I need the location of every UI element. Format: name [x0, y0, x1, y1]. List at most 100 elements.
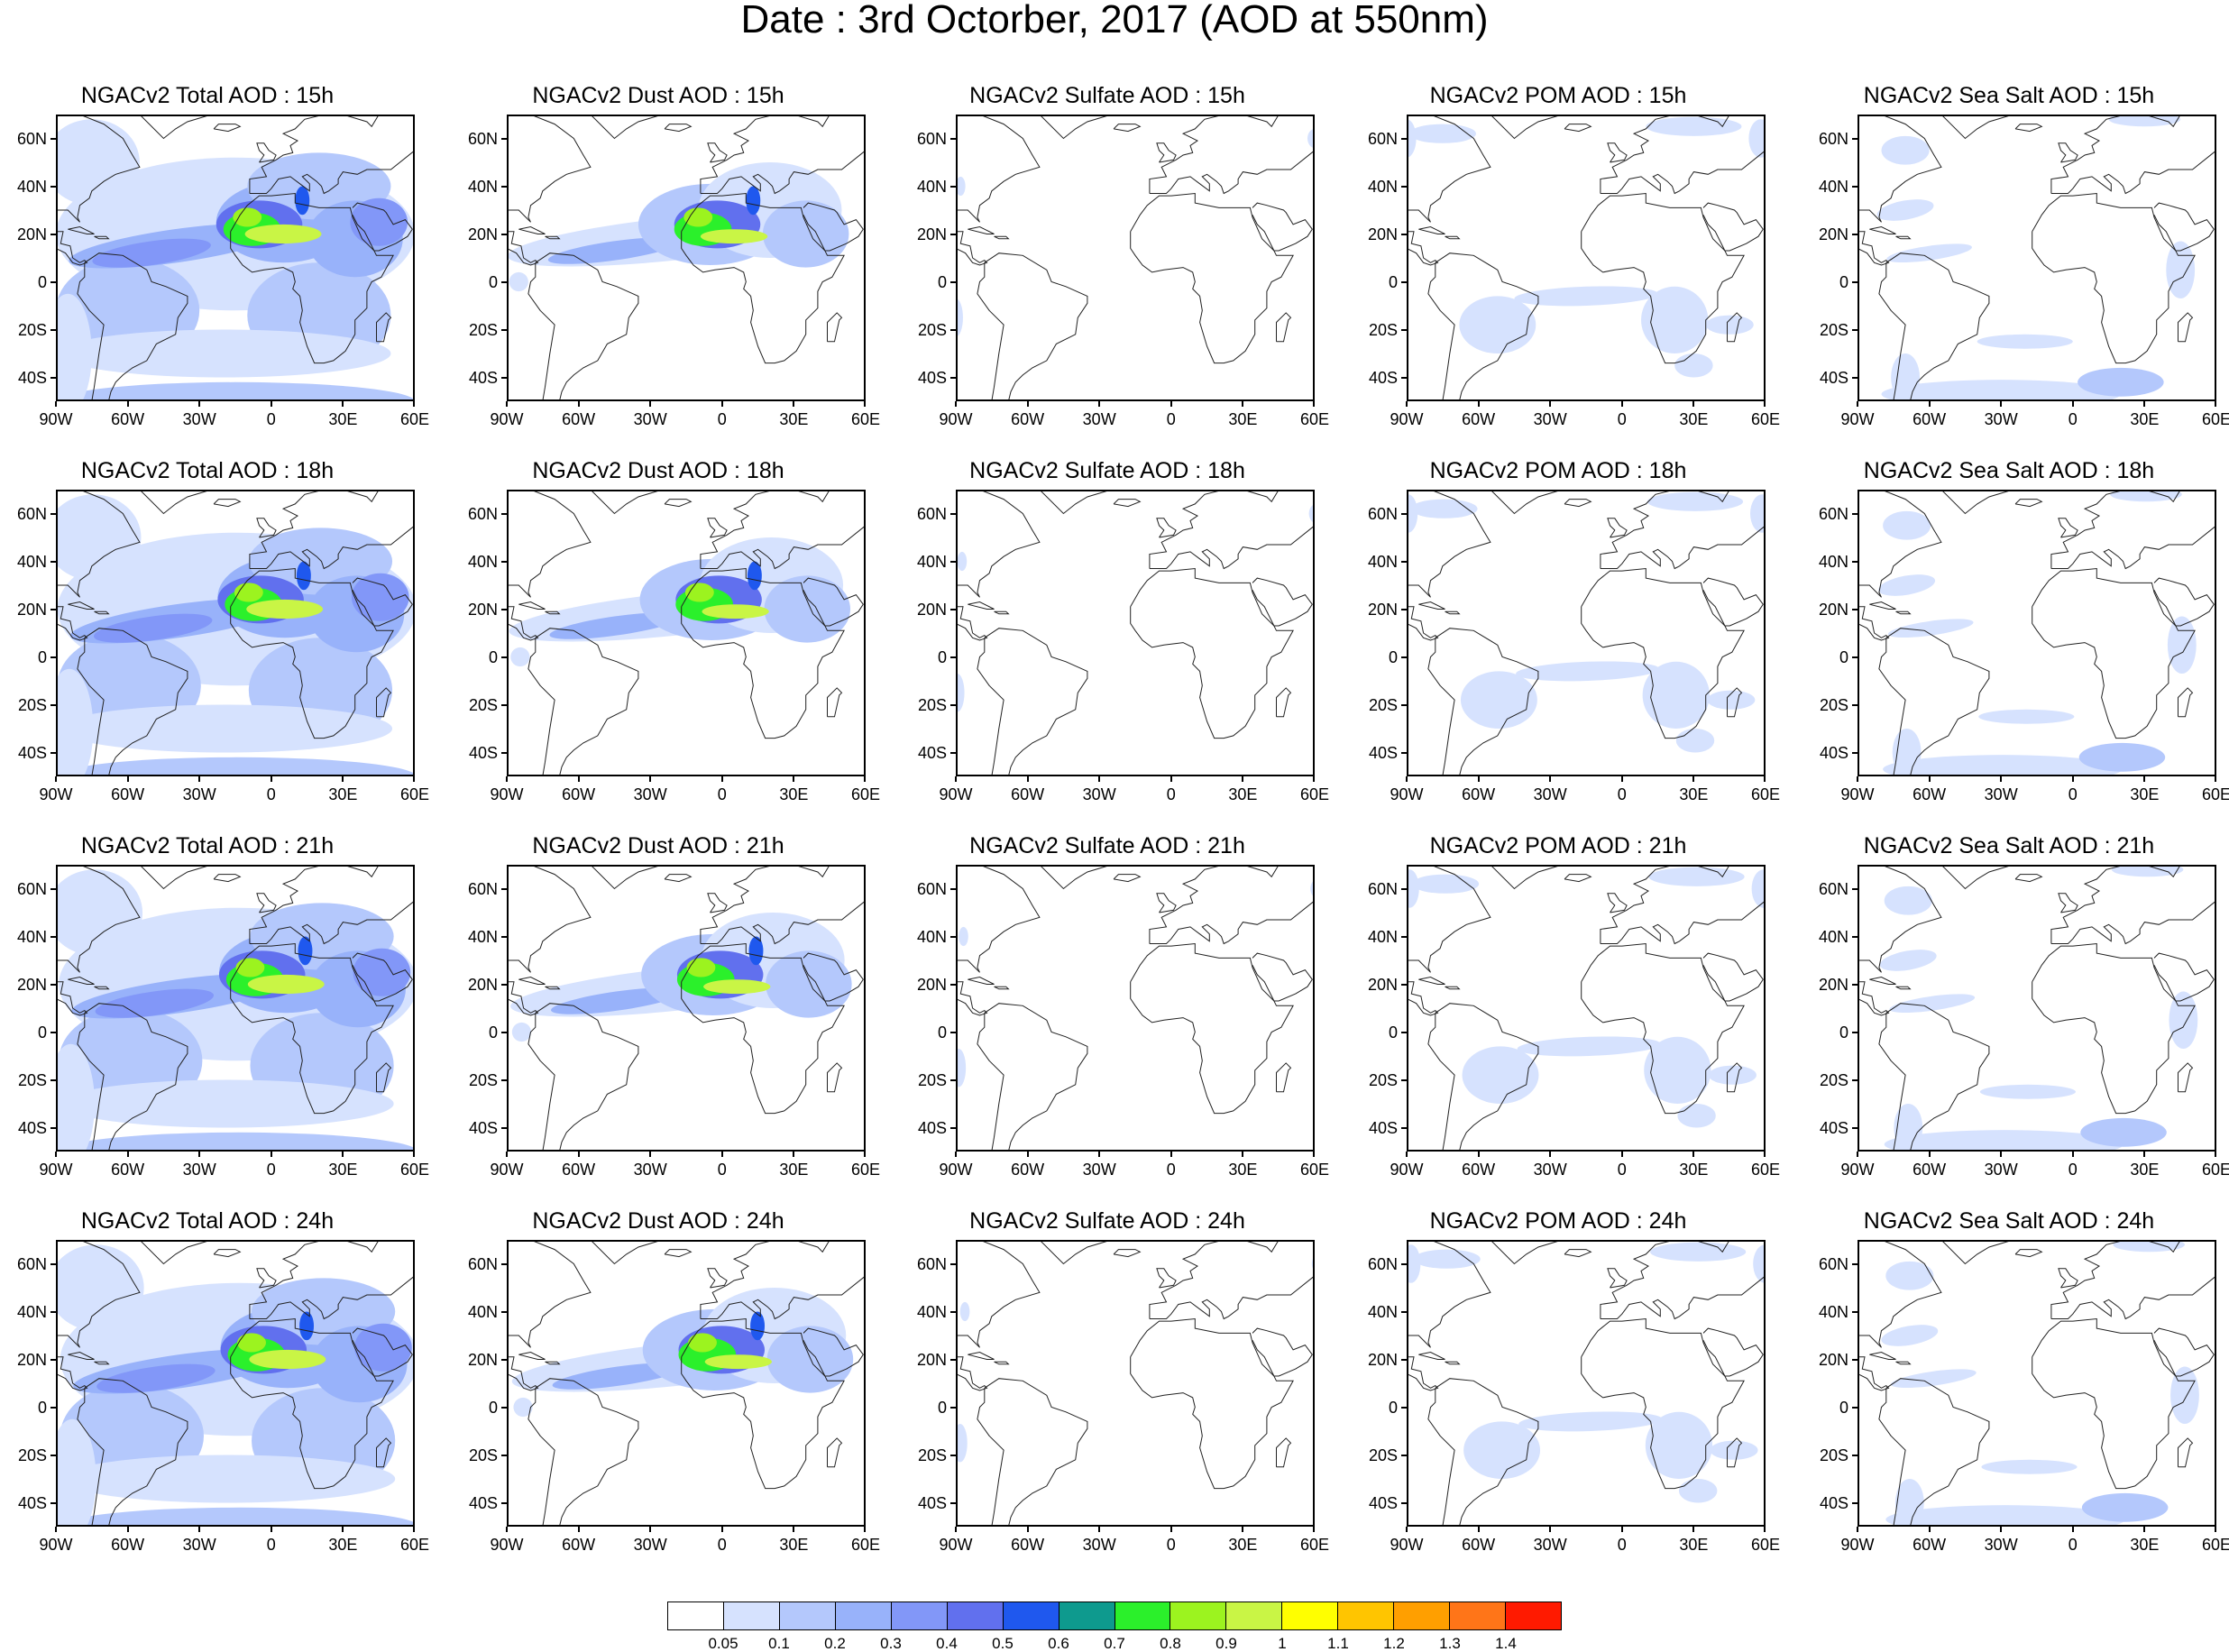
lon-tick [1170, 776, 1172, 782]
aod-shading [1878, 574, 1936, 596]
lon-tick [2143, 401, 2146, 407]
lon-tick [1692, 776, 1695, 782]
lat-tick-label: 40S [468, 743, 498, 762]
coastline [518, 976, 546, 985]
lon-tick [577, 1527, 580, 1532]
coastline [230, 192, 394, 364]
lat-tick-label: 20S [1819, 695, 1848, 714]
lon-tick [2143, 776, 2146, 782]
lon-tick [270, 401, 272, 407]
coastline [956, 115, 1041, 223]
colorbar-swatch [723, 1602, 780, 1629]
lon-tick-label: 30W [1082, 410, 1116, 428]
aod-shading [59, 1132, 415, 1152]
aod-shading [686, 958, 716, 977]
aod-shading [2108, 115, 2181, 127]
coastline [1156, 1268, 1177, 1289]
lon-tick [1692, 401, 1695, 407]
coastline [507, 1240, 592, 1348]
lat-tick [1852, 376, 1858, 379]
lat-tick-label: 40N [16, 177, 47, 196]
coastline [1427, 252, 1539, 401]
coastline [1113, 124, 1142, 133]
map-panel: NGACv2 Total AOD : 24h 60N 40N 20N 0 20S 40S 90… [0, 1208, 429, 1569]
aod-shading [56, 329, 391, 378]
map-panel: NGACv2 Total AOD : 18h 60N 40N 20N 0 20S 40S 90… [0, 458, 429, 819]
coastline [1276, 312, 1292, 343]
lat-tick [950, 512, 956, 515]
lat-tick-label: 0 [1388, 272, 1398, 291]
lat-tick-label: 40N [467, 1302, 498, 1321]
colorbar-level-label: 0.2 [824, 1635, 846, 1652]
coastline [56, 231, 88, 266]
coastline [956, 981, 988, 1016]
lon-tick [1242, 1152, 1244, 1157]
lat-tick [950, 1262, 956, 1265]
panel-title: NGACv2 POM AOD : 18h [1429, 458, 1687, 483]
lon-tick-label: 60E [1750, 1536, 1781, 1554]
aod-shading [704, 1354, 772, 1370]
coastline [681, 942, 845, 1115]
aod-field-svg [1858, 1240, 2216, 1527]
lon-tick-label: 30E [779, 1536, 809, 1554]
lat-tick-label: 0 [1839, 1023, 1848, 1042]
lon-tick [1928, 1152, 1931, 1157]
lon-tick [1477, 1527, 1480, 1532]
lat-tick [501, 703, 507, 706]
coastline [1940, 1240, 2013, 1265]
lat-tick [1852, 1031, 1858, 1033]
colorbar-swatch [891, 1602, 948, 1629]
lon-tick-label: 30W [1533, 785, 1567, 803]
aod-shading [95, 988, 215, 1018]
colorbar-swatch [1506, 1602, 1561, 1629]
coastline [707, 1268, 728, 1289]
aod-shading [235, 958, 265, 977]
aod-shading [1753, 1244, 1766, 1283]
coastline [1490, 1240, 1563, 1265]
aod-shading [959, 1301, 970, 1322]
lon-tick-label: 0 [717, 785, 727, 803]
coastline [700, 865, 866, 945]
map-panel: NGACv2 Dust AOD : 21h 60N 40N 20N 0 20S 40S 90W… [451, 833, 880, 1194]
lat-tick [50, 656, 56, 658]
lon-tick-label: 60E [850, 1161, 881, 1179]
coastline [1407, 1356, 1439, 1391]
colorbar-swatch [835, 1602, 892, 1629]
lat-tick [501, 983, 507, 986]
lon-tick [1764, 1152, 1766, 1157]
coastline [56, 490, 141, 598]
coastline [213, 1249, 242, 1258]
lon-tick [2143, 1527, 2146, 1532]
lat-tick-label: 40S [468, 368, 498, 387]
coastline [230, 942, 394, 1115]
aod-shading [766, 950, 852, 1018]
coastline [1895, 610, 1912, 615]
lat-tick-label: 0 [37, 1398, 47, 1417]
lon-tick-label: 0 [266, 785, 276, 803]
lat-tick [950, 1078, 956, 1081]
colorbar-level-label: 1.4 [1495, 1635, 1517, 1652]
aod-shading [747, 561, 762, 591]
lat-tick [950, 1310, 956, 1313]
aod-shading [1885, 1261, 1934, 1290]
lon-tick [1477, 401, 1480, 407]
coastline [352, 1327, 413, 1377]
lat-tick [1401, 1406, 1407, 1409]
coastline [1039, 115, 1112, 140]
coastline [803, 577, 864, 627]
coastline [590, 1240, 663, 1265]
coastline [507, 1356, 539, 1391]
coastline [1113, 874, 1142, 883]
lon-tick [342, 776, 344, 782]
lat-tick [950, 751, 956, 754]
lat-tick [1852, 935, 1858, 938]
coastline [1895, 1361, 1912, 1365]
lat-tick [1852, 1358, 1858, 1361]
coastline [1940, 490, 2013, 515]
lat-tick-label: 40S [917, 743, 947, 762]
lon-tick [1313, 401, 1315, 407]
lat-tick [950, 608, 956, 610]
lon-tick [955, 401, 957, 407]
coastline [256, 142, 277, 163]
map-panel: NGACv2 Sulfate AOD : 18h 60N 40N 20N 0 20S 40S… [900, 458, 1329, 819]
